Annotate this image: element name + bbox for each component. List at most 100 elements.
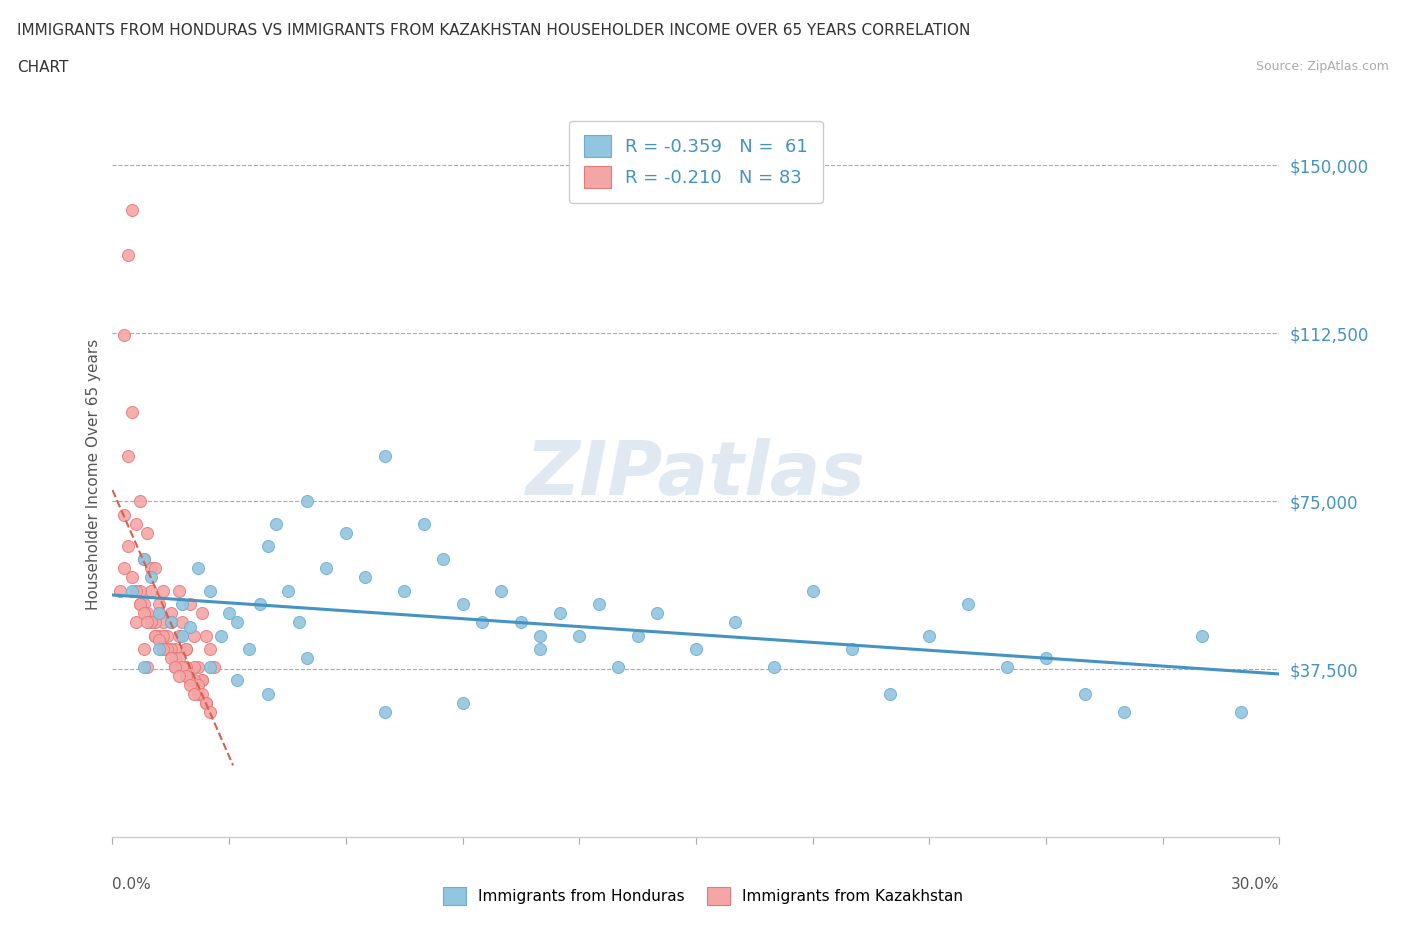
Point — [132, 642, 155, 657]
Point — [529, 642, 551, 657]
Point — [257, 686, 280, 701]
Point — [187, 659, 209, 674]
Point — [509, 615, 531, 630]
Point — [125, 583, 148, 598]
Point — [374, 449, 396, 464]
Point — [163, 659, 186, 674]
Point — [762, 659, 785, 674]
Point — [183, 659, 205, 674]
Point — [125, 615, 148, 630]
Point — [1191, 628, 1213, 643]
Point — [179, 597, 201, 612]
Point — [172, 628, 194, 643]
Point — [191, 605, 214, 620]
Point — [141, 615, 163, 630]
Point — [194, 696, 217, 711]
Point — [179, 619, 201, 634]
Legend: Immigrants from Honduras, Immigrants from Kazakhstan: Immigrants from Honduras, Immigrants fro… — [434, 879, 972, 913]
Text: IMMIGRANTS FROM HONDURAS VS IMMIGRANTS FROM KAZAKHSTAN HOUSEHOLDER INCOME OVER 6: IMMIGRANTS FROM HONDURAS VS IMMIGRANTS F… — [17, 23, 970, 38]
Point — [995, 659, 1018, 674]
Point — [143, 561, 166, 576]
Text: Source: ZipAtlas.com: Source: ZipAtlas.com — [1256, 60, 1389, 73]
Point — [160, 615, 183, 630]
Point — [179, 677, 201, 692]
Point — [128, 597, 150, 612]
Point — [132, 551, 155, 566]
Point — [374, 704, 396, 719]
Point — [1112, 704, 1135, 719]
Point — [198, 642, 221, 657]
Point — [163, 659, 186, 674]
Point — [194, 628, 217, 643]
Point — [588, 597, 610, 612]
Point — [112, 507, 135, 522]
Point — [957, 597, 980, 612]
Point — [226, 615, 249, 630]
Point — [288, 615, 311, 630]
Point — [117, 247, 139, 262]
Point — [202, 659, 225, 674]
Point — [1035, 650, 1057, 665]
Y-axis label: Householder Income Over 65 years: Householder Income Over 65 years — [86, 339, 101, 610]
Point — [136, 615, 159, 630]
Point — [167, 650, 190, 665]
Point — [276, 583, 298, 598]
Point — [491, 583, 513, 598]
Point — [156, 628, 179, 643]
Point — [141, 583, 163, 598]
Point — [198, 704, 221, 719]
Point — [148, 642, 170, 657]
Point — [132, 605, 155, 620]
Point — [172, 659, 194, 674]
Point — [167, 628, 190, 643]
Point — [1229, 704, 1251, 719]
Point — [125, 516, 148, 531]
Point — [121, 583, 143, 598]
Point — [257, 538, 280, 553]
Point — [121, 570, 143, 585]
Point — [187, 677, 209, 692]
Point — [451, 597, 474, 612]
Point — [160, 642, 183, 657]
Point — [841, 642, 863, 657]
Point — [183, 628, 205, 643]
Point — [198, 659, 221, 674]
Text: 30.0%: 30.0% — [1232, 877, 1279, 892]
Point — [918, 628, 941, 643]
Legend: R = -0.359   N =  61, R = -0.210   N = 83: R = -0.359 N = 61, R = -0.210 N = 83 — [569, 121, 823, 203]
Point — [191, 686, 214, 701]
Point — [148, 605, 170, 620]
Point — [132, 551, 155, 566]
Point — [112, 328, 135, 343]
Point — [148, 605, 170, 620]
Point — [879, 686, 901, 701]
Point — [627, 628, 650, 643]
Point — [471, 615, 494, 630]
Point — [156, 642, 179, 657]
Point — [163, 650, 186, 665]
Point — [110, 583, 132, 598]
Point — [179, 672, 201, 687]
Point — [136, 605, 159, 620]
Point — [264, 516, 287, 531]
Point — [176, 659, 198, 674]
Point — [238, 642, 260, 657]
Point — [143, 628, 166, 643]
Point — [432, 551, 454, 566]
Text: 0.0%: 0.0% — [112, 877, 152, 892]
Point — [568, 628, 591, 643]
Point — [160, 650, 183, 665]
Point — [176, 669, 198, 684]
Point — [179, 672, 201, 687]
Point — [117, 449, 139, 464]
Point — [160, 605, 183, 620]
Point — [1074, 686, 1097, 701]
Point — [191, 672, 214, 687]
Point — [160, 615, 183, 630]
Point — [645, 605, 668, 620]
Point — [112, 561, 135, 576]
Point — [152, 628, 174, 643]
Text: ZIPatlas: ZIPatlas — [526, 438, 866, 511]
Point — [226, 672, 249, 687]
Point — [183, 672, 205, 687]
